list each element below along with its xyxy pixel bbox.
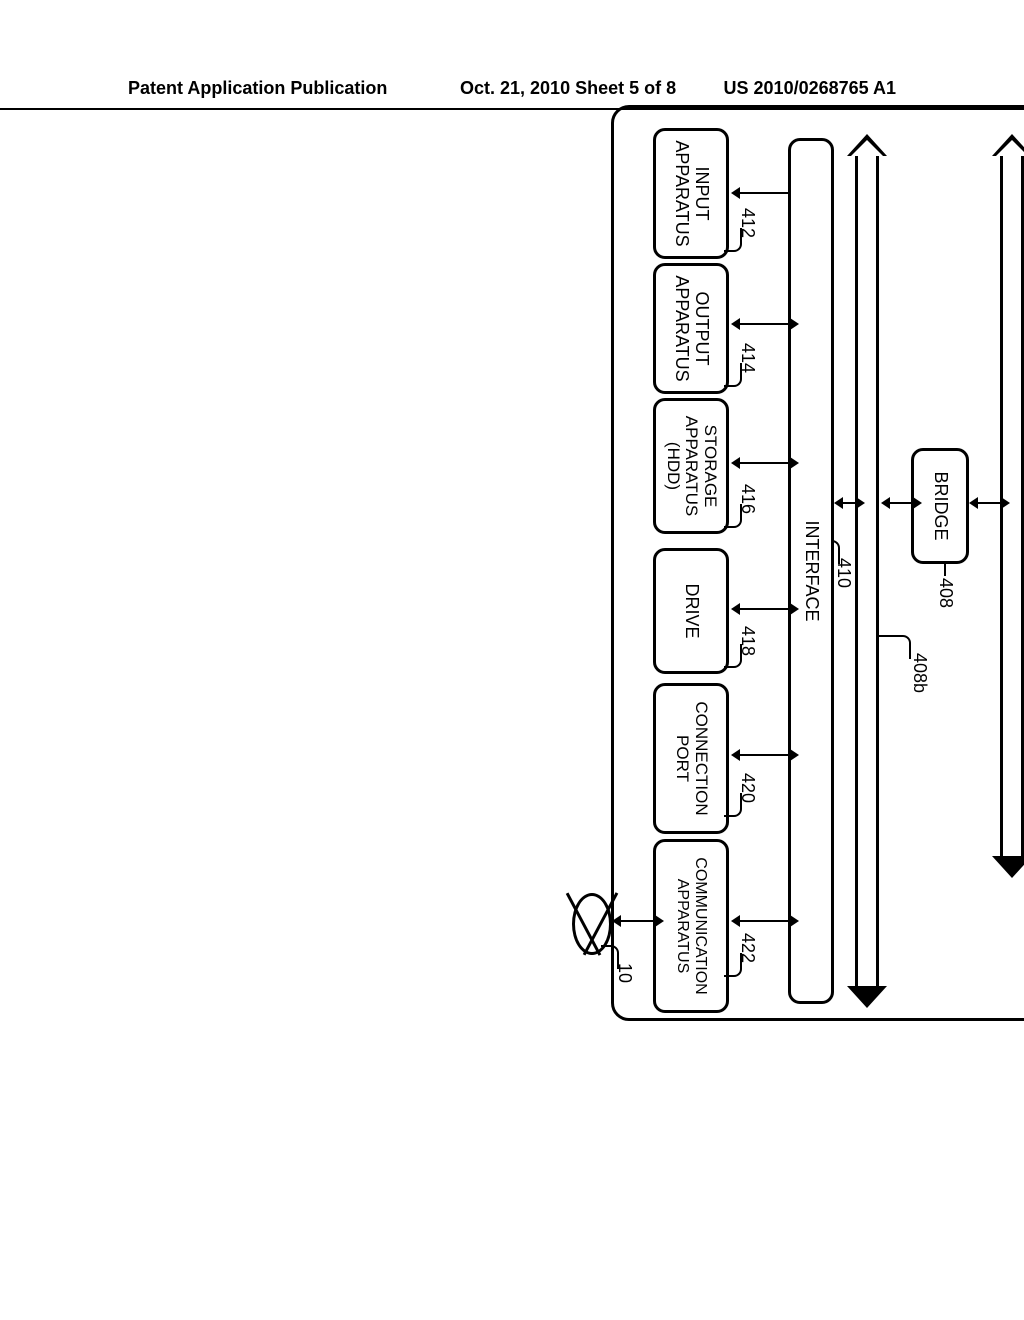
- conn-bridge-extbus: [889, 502, 914, 504]
- ref-408b: 408b: [909, 653, 930, 693]
- conn-hostbus-bridge: [977, 502, 1002, 504]
- ref-408: 408: [935, 578, 956, 608]
- block-input: INPUT APPARATUS: [653, 128, 729, 259]
- bus-inner-l-icon: [996, 140, 1024, 156]
- leader-10: [601, 945, 619, 969]
- conn-if-storage: [739, 462, 791, 464]
- label-interface: INTERFACE: [801, 520, 821, 621]
- leader-422: [724, 953, 742, 977]
- ext-bus: [855, 153, 879, 989]
- leader-408: [944, 561, 946, 576]
- block-output: OUTPUT APPARATUS: [653, 263, 729, 394]
- header-left: Patent Application Publication: [128, 78, 387, 99]
- leader-408b: [879, 635, 911, 659]
- conn-if-drive: [739, 608, 791, 610]
- conn-comm-network: [620, 920, 656, 922]
- diagram: FIG. 5 100 NETWORK SERVER DIGITAL TUNER …: [607, 65, 1024, 1065]
- label-connection: CONNECTION PORT: [672, 701, 709, 815]
- conn-extbus-interface: [842, 502, 857, 504]
- bus-inner-l-icon2: [851, 140, 883, 156]
- block-drive: DRIVE: [653, 548, 729, 674]
- leader-414: [724, 363, 742, 387]
- block-communication: COMMUNICATION APPARATUS: [653, 839, 729, 1013]
- bus-inner-r-icon: [996, 856, 1024, 872]
- label-storage: STORAGE APPARATUS (HDD): [663, 416, 719, 516]
- label-input: INPUT APPARATUS: [671, 140, 711, 246]
- leader-418: [724, 644, 742, 668]
- diagram-rotated-container: FIG. 5 100 NETWORK SERVER DIGITAL TUNER …: [607, 565, 917, 1065]
- bus-inner-r-icon2: [851, 986, 883, 1002]
- conn-if-output: [739, 323, 791, 325]
- label-bridge: BRIDGE: [930, 471, 950, 540]
- conn-if-connection: [739, 754, 791, 756]
- conn-if-input: [739, 192, 791, 194]
- page: Patent Application Publication Oct. 21, …: [0, 0, 1024, 1320]
- conn-if-communication: [739, 920, 791, 922]
- block-connection: CONNECTION PORT: [653, 683, 729, 834]
- leader-416: [724, 504, 742, 528]
- label-communication: COMMUNICATION APPARATUS: [673, 857, 708, 994]
- leader-412: [724, 228, 742, 252]
- block-storage: STORAGE APPARATUS (HDD): [653, 398, 729, 534]
- network-server-box: DIGITAL TUNER 401 DECODER 403 CPU 402 RO…: [611, 105, 1024, 1021]
- leader-420: [724, 793, 742, 817]
- label-output: OUTPUT APPARATUS: [671, 275, 711, 381]
- leader-410: [832, 540, 840, 564]
- label-drive: DRIVE: [681, 583, 701, 638]
- block-interface: INTERFACE: [788, 138, 834, 1004]
